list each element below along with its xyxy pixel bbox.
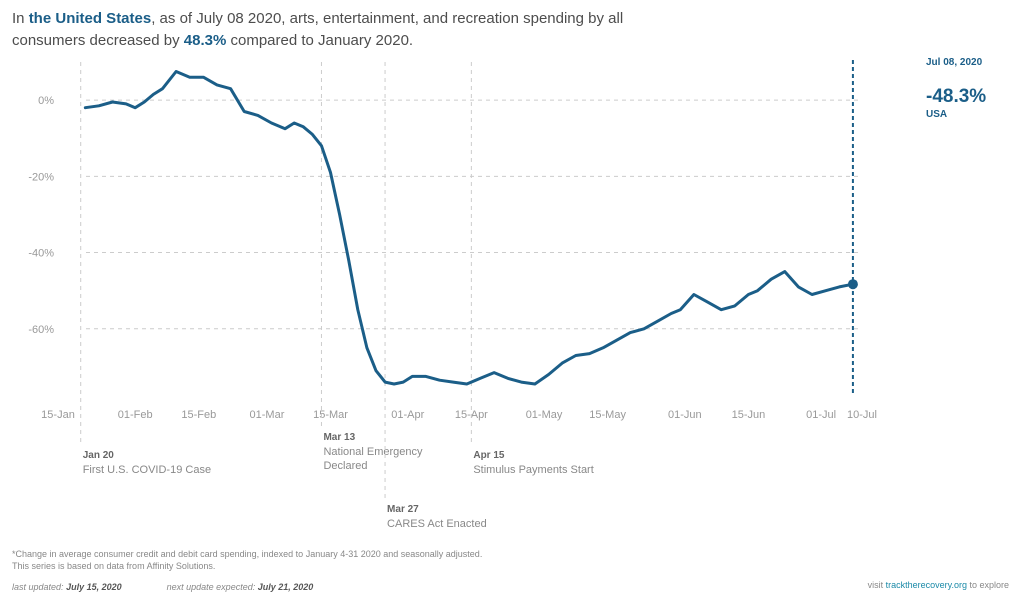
visit-note: visit tracktherecovery.org to explore: [868, 580, 1009, 590]
last-updated-label: last updated:: [12, 582, 64, 592]
footnote-method: *Change in average consumer credit and d…: [12, 548, 712, 560]
y-tick-label: -60%: [28, 324, 54, 336]
latest-value-label: -48.3%: [926, 86, 986, 108]
event-description: First U.S. COVID-19 Case: [83, 464, 211, 476]
latest-date-label: Jul 08, 2020: [926, 57, 982, 68]
event-description: National Emergency: [323, 446, 423, 458]
latest-value-point: [848, 279, 858, 289]
event-date-label: Jan 20: [83, 450, 115, 461]
visit-suffix: to explore: [967, 580, 1009, 590]
x-tick-label: 01-Jun: [668, 409, 702, 421]
x-tick-label: 01-May: [526, 409, 563, 421]
x-tick-label: 15-Mar: [313, 409, 348, 421]
last-updated-value: July 15, 2020: [66, 582, 122, 592]
x-tick-label: 01-Mar: [250, 409, 285, 421]
x-tick-label: 15-Feb: [181, 409, 216, 421]
x-tick-label: 01-Feb: [118, 409, 153, 421]
event-description: Stimulus Payments Start: [473, 464, 593, 476]
footnote-source: This series is based on data from Affini…: [12, 560, 712, 572]
x-tick-label: 10-Jul: [847, 409, 877, 421]
update-info: last updated: July 15, 2020 next update …: [12, 582, 313, 592]
event-description: Declared: [323, 460, 367, 472]
x-tick-label: 15-Jan: [41, 409, 75, 421]
next-update-label: next update expected:: [167, 582, 256, 592]
latest-location-label: USA: [926, 109, 947, 120]
y-tick-label: -20%: [28, 171, 54, 183]
y-tick-label: -40%: [28, 248, 54, 260]
visit-prefix: visit: [868, 580, 886, 590]
y-tick-label: 0%: [38, 95, 54, 107]
next-update-value: July 21, 2020: [258, 582, 314, 592]
visit-link[interactable]: tracktherecovery.org: [886, 580, 967, 590]
x-tick-label: 01-Jul: [806, 409, 836, 421]
event-description: CARES Act Enacted: [387, 518, 487, 530]
spending-series-line: [85, 72, 853, 385]
x-tick-label: 15-May: [589, 409, 626, 421]
event-date-label: Mar 27: [387, 504, 419, 515]
x-tick-label: 15-Jun: [732, 409, 766, 421]
x-tick-label: 01-Apr: [391, 409, 424, 421]
event-date-label: Mar 13: [323, 432, 355, 443]
footnote-block: *Change in average consumer credit and d…: [12, 548, 712, 572]
event-date-label: Apr 15: [473, 450, 505, 461]
